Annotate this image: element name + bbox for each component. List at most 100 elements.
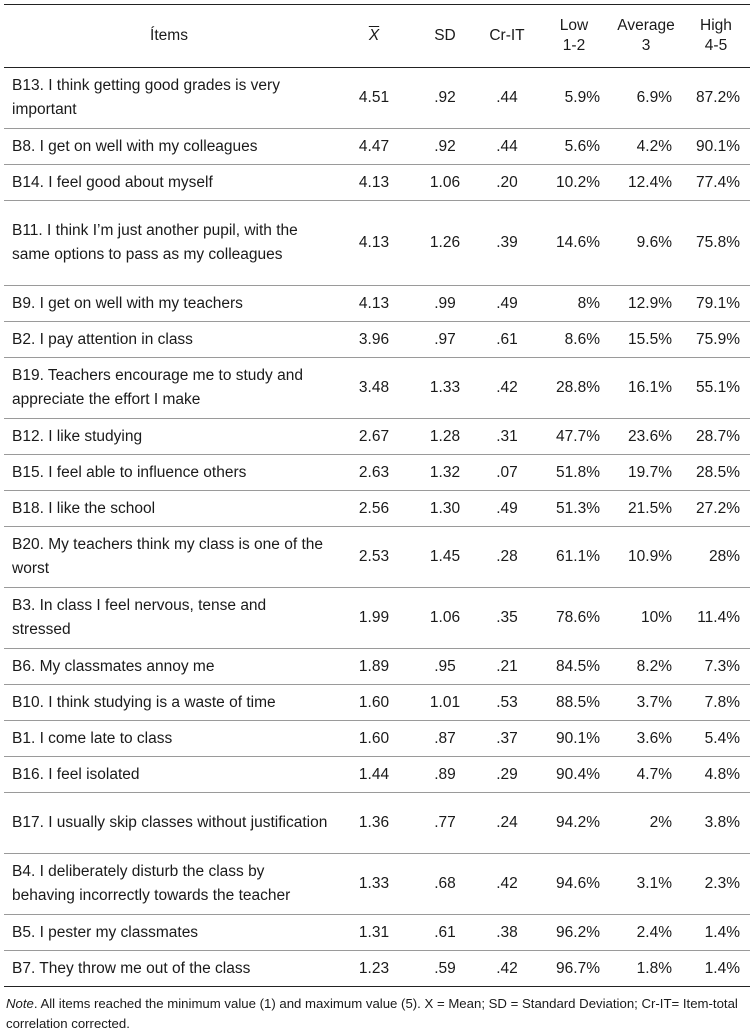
low-cell: 28.8%	[538, 357, 610, 419]
item-cell: B18. I like the school	[4, 490, 334, 527]
mean-cell: 1.60	[334, 720, 414, 757]
item-cell: B17. I usually skip classes without just…	[4, 792, 334, 854]
header-high-label: High	[700, 17, 732, 34]
table-row: B2. I pay attention in class 3.96.97.61 8.…	[4, 321, 750, 358]
mean-cell: 3.96	[334, 321, 414, 358]
low-cell: 14.6%	[538, 200, 610, 286]
high-cell: 75.9%	[682, 321, 750, 358]
high-cell: 87.2%	[682, 67, 750, 129]
sd-cell: .92	[414, 67, 476, 129]
table-row: B9. I get on well with my teachers 4.13.9…	[4, 285, 750, 322]
low-cell: 8.6%	[538, 321, 610, 358]
header-low-range: 1-2	[562, 37, 586, 54]
item-cell: B10. I think studying is a waste of time	[4, 684, 334, 721]
header-sd: SD	[414, 4, 476, 68]
sd-cell: .99	[414, 285, 476, 322]
high-cell: 7.3%	[682, 648, 750, 685]
table-row: B12. I like studying 2.67 1.28.31 47.7% 23.6…	[4, 418, 750, 455]
item-cell: B9. I get on well with my teachers	[4, 285, 334, 322]
table-row: B5. I pester my classmates 1.31.61.38 96.2…	[4, 914, 750, 951]
mean-cell: 1.23	[334, 950, 414, 987]
sd-cell: .87	[414, 720, 476, 757]
header-high-range: 4-5	[704, 37, 728, 54]
high-cell: 75.8%	[682, 200, 750, 286]
crit-cell: .53	[476, 684, 538, 721]
note-label: Note	[6, 996, 34, 1011]
item-cell: B5. I pester my classmates	[4, 914, 334, 951]
average-cell: 8.2%	[610, 648, 682, 685]
sd-cell: .92	[414, 128, 476, 165]
low-cell: 96.2%	[538, 914, 610, 951]
low-cell: 96.7%	[538, 950, 610, 987]
table-row: B7. They throw me out of the class 1.23.5…	[4, 950, 750, 987]
item-cell: B4. I deliberately disturb the class by …	[4, 853, 334, 915]
table-row: B4. I deliberately disturb the class by …	[4, 853, 750, 915]
low-cell: 94.6%	[538, 853, 610, 915]
header-items: Ítems	[4, 4, 334, 68]
item-cell: B19. Teachers encourage me to study and …	[4, 357, 334, 419]
low-cell: 47.7%	[538, 418, 610, 455]
sd-cell: .77	[414, 792, 476, 854]
table-row: B8. I get on well with my colleagues 4.47…	[4, 128, 750, 165]
high-cell: 90.1%	[682, 128, 750, 165]
average-cell: 6.9%	[610, 67, 682, 129]
table-row: B14. I feel good about myself 4.13 1.06.20…	[4, 164, 750, 201]
high-cell: 27.2%	[682, 490, 750, 527]
table-row: B18. I like the school 2.56 1.30.49 51.3% 21…	[4, 490, 750, 527]
average-cell: 12.9%	[610, 285, 682, 322]
average-cell: 19.7%	[610, 454, 682, 491]
item-cell: B11. I think I’m just another pupil, wit…	[4, 200, 334, 286]
sd-cell: 1.33	[414, 357, 476, 419]
average-cell: 23.6%	[610, 418, 682, 455]
crit-cell: .61	[476, 321, 538, 358]
item-cell: B14. I feel good about myself	[4, 164, 334, 201]
low-cell: 8%	[538, 285, 610, 322]
high-cell: 1.4%	[682, 914, 750, 951]
low-cell: 51.3%	[538, 490, 610, 527]
item-cell: B2. I pay attention in class	[4, 321, 334, 358]
high-cell: 1.4%	[682, 950, 750, 987]
mean-cell: 2.63	[334, 454, 414, 491]
mean-cell: 1.31	[334, 914, 414, 951]
high-cell: 7.8%	[682, 684, 750, 721]
crit-cell: .44	[476, 128, 538, 165]
average-cell: 3.1%	[610, 853, 682, 915]
low-cell: 51.8%	[538, 454, 610, 491]
crit-cell: .39	[476, 200, 538, 286]
crit-cell: .24	[476, 792, 538, 854]
item-cell: B1. I come late to class	[4, 720, 334, 757]
item-cell: B8. I get on well with my colleagues	[4, 128, 334, 165]
low-cell: 94.2%	[538, 792, 610, 854]
average-cell: 15.5%	[610, 321, 682, 358]
mean-cell: 1.36	[334, 792, 414, 854]
low-cell: 90.1%	[538, 720, 610, 757]
sd-cell: .97	[414, 321, 476, 358]
table-row: B13. I think getting good grades is very…	[4, 67, 750, 129]
table-row: B1. I come late to class 1.60.87.37 90.1% 3…	[4, 720, 750, 757]
mean-cell: 1.44	[334, 756, 414, 793]
table-row: B3. In class I feel nervous, tense and s…	[4, 587, 750, 649]
table-row: B16. I feel isolated 1.44.89.29 90.4% 4.7% 4…	[4, 756, 750, 793]
high-cell: 77.4%	[682, 164, 750, 201]
crit-cell: .49	[476, 285, 538, 322]
note-text: . All items reached the minimum value (1…	[6, 996, 738, 1031]
header-high: High 4-5	[682, 4, 750, 68]
low-cell: 10.2%	[538, 164, 610, 201]
sd-cell: 1.06	[414, 164, 476, 201]
sd-cell: 1.01	[414, 684, 476, 721]
crit-cell: .20	[476, 164, 538, 201]
average-cell: 4.2%	[610, 128, 682, 165]
average-cell: 2.4%	[610, 914, 682, 951]
mean-cell: 1.33	[334, 853, 414, 915]
high-cell: 4.8%	[682, 756, 750, 793]
table-row: B20. My teachers think my class is one o…	[4, 526, 750, 588]
crit-cell: .49	[476, 490, 538, 527]
item-cell: B13. I think getting good grades is very…	[4, 67, 334, 129]
high-cell: 28%	[682, 526, 750, 588]
header-average-range: 3	[641, 37, 651, 54]
mean-cell: 4.13	[334, 164, 414, 201]
item-cell: B15. I feel able to influence others	[4, 454, 334, 491]
crit-cell: .37	[476, 720, 538, 757]
average-cell: 3.6%	[610, 720, 682, 757]
